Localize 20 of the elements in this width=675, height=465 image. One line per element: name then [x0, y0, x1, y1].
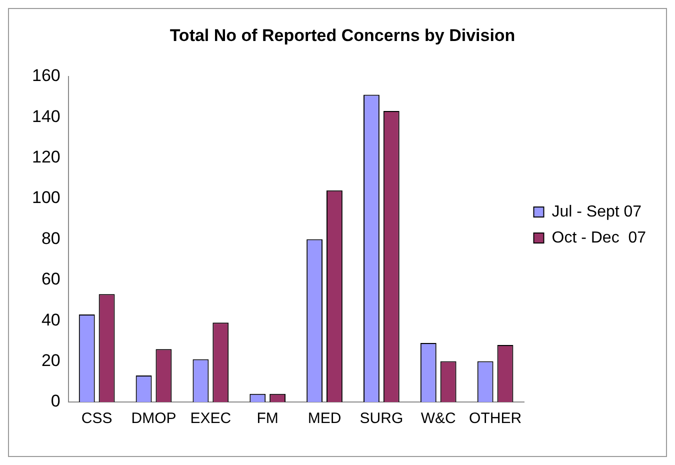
y-tick-label: 160 [32, 66, 60, 86]
x-tick-label: CSS [81, 410, 112, 428]
y-tick-label: 100 [32, 188, 60, 208]
y-tick-label: 40 [41, 310, 60, 330]
x-tick-label: EXEC [190, 410, 232, 428]
x-tick-label: W&C [420, 410, 456, 428]
legend-label: Jul - Sept 07 [552, 203, 642, 220]
x-tick-label: OTHER [469, 410, 522, 428]
x-tick-label: FM [256, 410, 278, 428]
y-tick-label: 80 [41, 228, 60, 248]
x-tick-label: MED [308, 410, 342, 428]
y-tick-label: 120 [32, 147, 60, 166]
x-tick-label: SURG [360, 410, 404, 428]
chart-title: Total No of Reported Concerns by Division [170, 26, 516, 45]
y-tick-label: 60 [41, 270, 60, 289]
y-tick-label: 20 [41, 350, 60, 370]
legend-label: Oct - Dec 07 [552, 229, 646, 246]
y-tick-label: 140 [32, 106, 60, 126]
x-tick-label: DMOP [131, 410, 176, 428]
y-tick-label: 0 [50, 392, 60, 411]
